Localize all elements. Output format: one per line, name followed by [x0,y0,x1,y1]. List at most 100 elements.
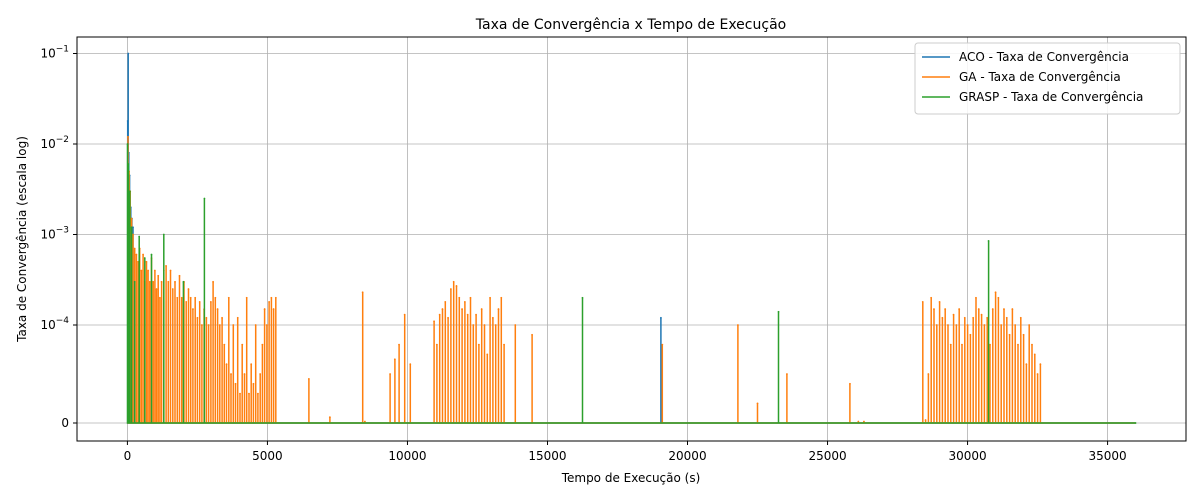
data-point [261,343,264,346]
data-point [463,300,466,303]
data-point [958,308,961,310]
data-point [977,308,980,310]
data-point [483,324,486,326]
data-point [130,226,133,229]
data-point [167,280,170,283]
data-point [138,235,141,238]
x-tick-label: 5000 [252,449,283,463]
data-point [363,420,366,423]
data-point [158,296,161,299]
data-point [986,316,989,319]
data-point [263,308,266,310]
data-point [1019,316,1022,319]
data-point [947,324,949,326]
data-point [966,324,969,326]
data-point [328,416,331,419]
data-point [169,269,172,272]
data-point [737,324,739,326]
data-point [203,197,206,200]
data-point [127,163,130,165]
legend-box [914,42,1181,115]
y-tick-label: 10−2 [40,135,69,151]
data-point [148,280,151,283]
data-point [140,269,143,272]
data-point [189,296,192,299]
x-tick-label: 30000 [948,449,986,463]
data-point [192,308,194,310]
y-tick-label: 10−4 [40,316,69,332]
data-point [250,363,253,366]
data-point [1039,363,1042,366]
y-tick-label: 0 [61,416,69,430]
data-point [132,233,134,236]
data-point [458,296,461,299]
data-point [389,373,391,375]
data-point [661,343,664,346]
data-point [1014,324,1017,326]
data-point [126,119,129,122]
y-tick-label: 10−1 [40,45,69,61]
data-point [165,264,167,267]
data-point [225,363,228,366]
plot-frame [76,36,1187,442]
data-point [491,316,494,319]
data-point [1008,333,1011,336]
data-point [274,296,277,299]
data-point [777,310,780,313]
data-point [949,343,952,346]
data-point [921,300,924,303]
data-point [994,291,997,294]
data-point [961,343,963,346]
data-point [398,343,400,346]
data-point [241,343,244,346]
data-point [449,288,452,290]
data-point [955,324,958,326]
data-point [963,316,966,319]
data-point [201,324,203,326]
data-point [133,247,136,250]
data-point [160,280,163,283]
series-lines [126,52,1137,424]
data-point [461,308,463,310]
data-point [1003,308,1005,310]
legend-label: GRASP - Taxa de Convergência [959,90,1143,104]
data-point [209,300,212,303]
data-point [1022,333,1025,336]
data-point [786,373,788,375]
data-point [174,280,176,283]
data-point [243,373,246,375]
data-point [207,324,210,326]
data-point [581,296,584,299]
data-point [935,324,938,326]
legend-label: GA - Taxa de Convergência [959,70,1121,84]
data-point [307,378,310,380]
data-point [187,288,190,290]
data-point [991,308,994,310]
x-tick-label: 35000 [1088,449,1126,463]
data-point [975,296,977,299]
x-axis-label: Tempo de Execução (s) [561,471,701,485]
data-point [155,288,158,290]
data-point [933,308,935,310]
data-point [171,288,174,290]
data-point [455,285,458,287]
x-tick-label: 25000 [808,449,846,463]
data-point [972,316,975,319]
data-point [444,300,447,303]
data-point [361,291,364,294]
data-point [930,296,933,299]
data-point [1031,343,1033,346]
data-point [143,257,146,259]
data-point [403,313,406,316]
data-point [944,308,947,310]
data-point [475,313,477,316]
data-point [952,313,955,316]
data-point [500,296,503,299]
series-2 [126,143,1137,424]
data-point [245,296,248,299]
data-point [176,296,179,299]
x-tick-label: 0 [124,449,132,463]
data-point [849,382,851,385]
data-point [1017,343,1019,346]
